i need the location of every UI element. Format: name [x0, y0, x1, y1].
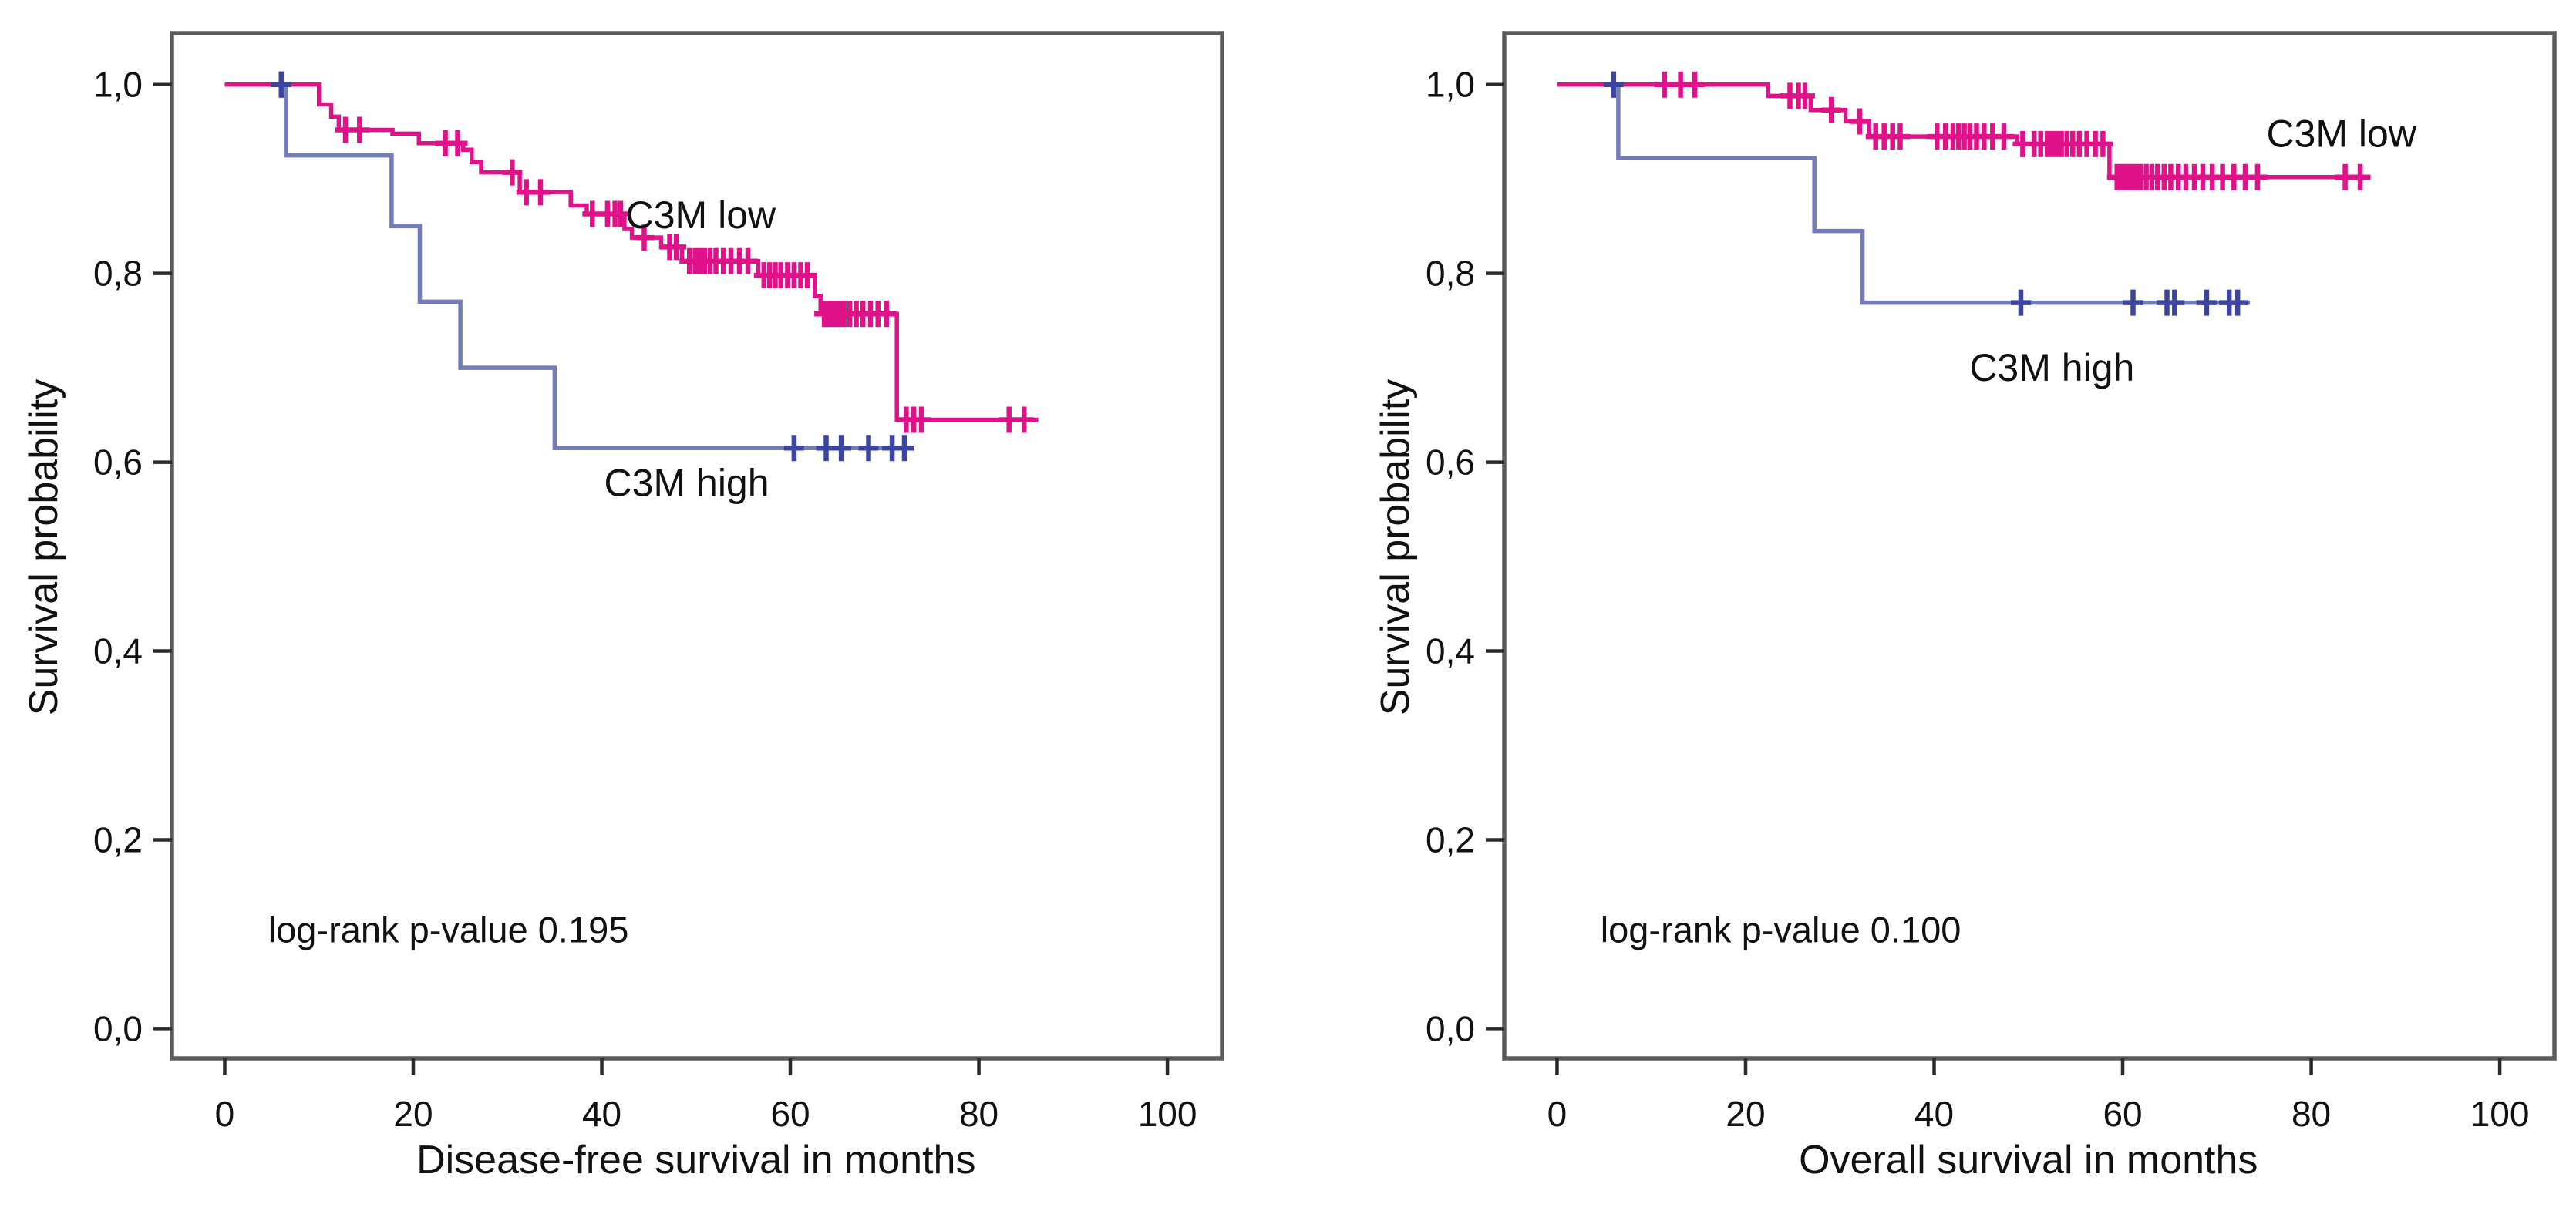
y-tick-label: 1,0 — [1426, 65, 1475, 105]
curve-label-c3m-high: C3M high — [604, 462, 769, 505]
censor-marks-c3m-high — [271, 71, 914, 462]
plot-frame — [1502, 31, 2557, 1061]
x-tick-label: 100 — [1138, 1094, 1197, 1134]
panel-disease-free-survival: 0 20 40 60 80 100 1,0 0,8 0,6 0,4 0,2 0,0 Disease-fr… — [22, 31, 1224, 1182]
log-rank-pvalue-text: log-rank p-value 0.195 — [268, 909, 629, 950]
km-curve-c3m-high — [1557, 82, 2251, 305]
y-tick-label: 0,6 — [93, 442, 143, 483]
y-tick-label: 0,8 — [93, 254, 143, 294]
x-tick-label: 80 — [959, 1094, 998, 1134]
x-tick-label: 40 — [582, 1094, 621, 1134]
y-tick-label: 0,4 — [93, 631, 143, 671]
y-tick-label: 1,0 — [93, 65, 143, 105]
panel-overall-survival: 0 20 40 60 80 100 1,0 0,8 0,6 0,4 0,2 0,0 Overall su… — [1288, 0, 2576, 1211]
y-tick-label: 0,0 — [93, 1008, 143, 1048]
y-tick-label: 0,2 — [93, 819, 143, 859]
y-tick-label: 0,8 — [1426, 254, 1475, 294]
x-axis-title: Disease-free survival in months — [416, 1138, 975, 1182]
curve-label-c3m-low: C3M low — [626, 193, 776, 237]
os-chart-svg: 0 20 40 60 80 100 1,0 0,8 0,6 0,4 0,2 0,0 Overall su… — [1373, 31, 2557, 1182]
plot-frame — [170, 31, 1224, 1061]
x-tick-label: 40 — [1914, 1094, 1954, 1134]
curve-label-c3m-high: C3M high — [1969, 346, 2134, 389]
x-tick-label: 60 — [770, 1094, 810, 1134]
y-axis-title: Survival probability — [1373, 379, 1418, 715]
x-tick-label: 0 — [1547, 1094, 1567, 1134]
km-curve-c3m-high — [224, 82, 910, 450]
y-tick-label: 0,6 — [1426, 442, 1475, 483]
y-axis-title: Survival probability — [22, 379, 66, 715]
x-tick-label: 0 — [215, 1094, 235, 1134]
x-tick-label: 20 — [393, 1094, 433, 1134]
y-tick-label: 0,2 — [1426, 819, 1475, 859]
curve-label-c3m-low: C3M low — [2266, 112, 2416, 155]
y-tick-label: 0,4 — [1426, 631, 1475, 671]
y-tick-label: 0,0 — [1426, 1008, 1475, 1048]
x-tick-label: 80 — [2291, 1094, 2331, 1134]
x-tick-label: 20 — [1726, 1094, 1765, 1134]
x-tick-label: 100 — [2470, 1094, 2530, 1134]
censor-marks-c3m-high — [1603, 71, 2248, 316]
x-tick-label: 60 — [2103, 1094, 2142, 1134]
log-rank-pvalue-text: log-rank p-value 0.100 — [1601, 909, 1961, 950]
dfs-chart-svg: 0 20 40 60 80 100 1,0 0,8 0,6 0,4 0,2 0,0 Disease-fr… — [22, 31, 1224, 1182]
x-axis-title: Overall survival in months — [1799, 1138, 2258, 1182]
